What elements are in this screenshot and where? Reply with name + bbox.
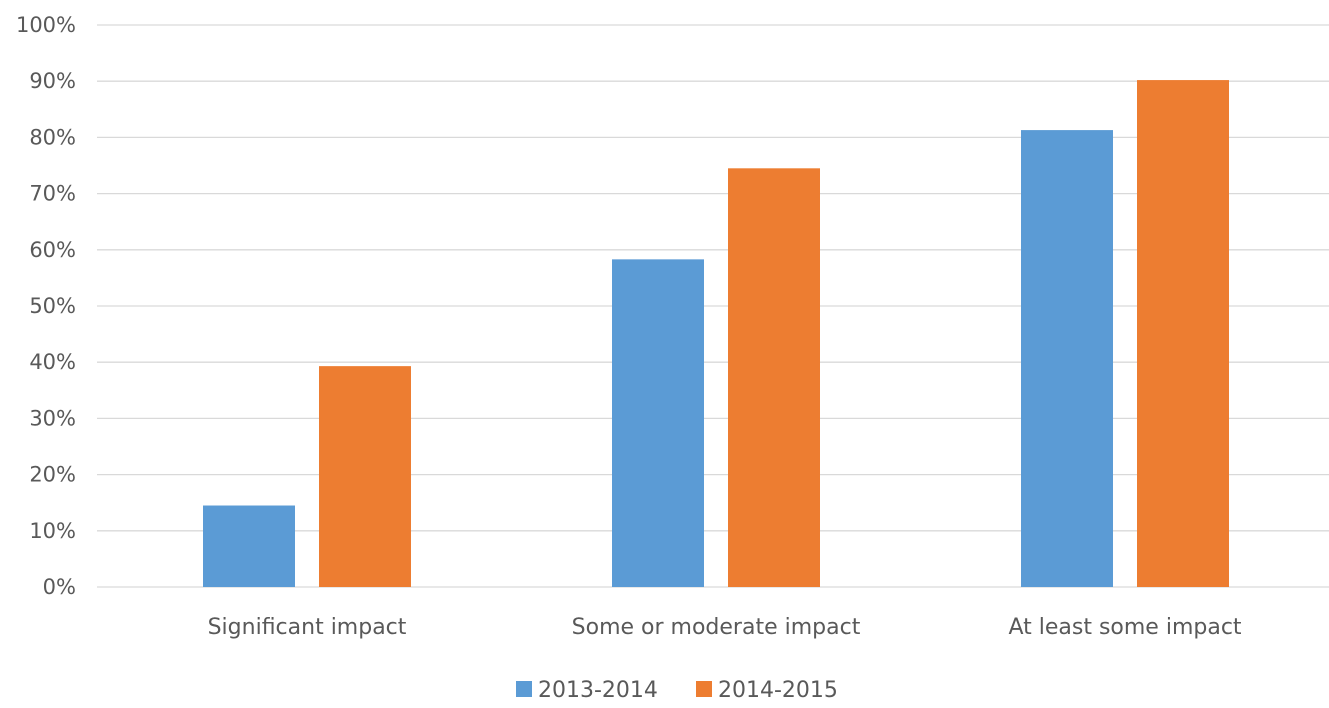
x-axis-category-labels: Significant impact Some or moderate impac… <box>208 615 1242 640</box>
bar <box>1021 130 1113 587</box>
y-tick-label: 80% <box>29 125 76 149</box>
y-tick-label: 30% <box>29 406 76 430</box>
x-category-label: Significant impact <box>208 615 407 640</box>
bar <box>612 259 704 587</box>
y-tick-label: 40% <box>29 350 76 374</box>
y-axis-tick-labels: 0% 10% 20% 30% 40% 50% 60% 70% 80% 90% 100% <box>16 13 76 599</box>
legend: 2013-2014 2014-2015 <box>516 678 838 703</box>
y-tick-label: 70% <box>29 182 76 206</box>
bar <box>203 505 295 587</box>
y-tick-label: 100% <box>16 13 76 37</box>
gridlines <box>97 24 1329 588</box>
bar <box>319 366 411 587</box>
x-category-label: Some or moderate impact <box>572 615 861 640</box>
legend-label: 2014-2015 <box>718 678 838 703</box>
y-tick-label: 20% <box>29 463 76 487</box>
y-tick-label: 60% <box>29 238 76 262</box>
bar <box>728 168 820 587</box>
y-tick-label: 10% <box>29 519 76 543</box>
bar <box>1137 80 1229 588</box>
legend-label: 2013-2014 <box>538 678 658 703</box>
legend-swatch <box>516 681 532 697</box>
x-category-label: At least some impact <box>1008 615 1241 640</box>
legend-swatch <box>696 681 712 697</box>
y-tick-label: 90% <box>29 69 76 93</box>
bars <box>203 80 1229 588</box>
y-tick-label: 0% <box>43 575 76 599</box>
y-tick-label: 50% <box>29 294 76 318</box>
